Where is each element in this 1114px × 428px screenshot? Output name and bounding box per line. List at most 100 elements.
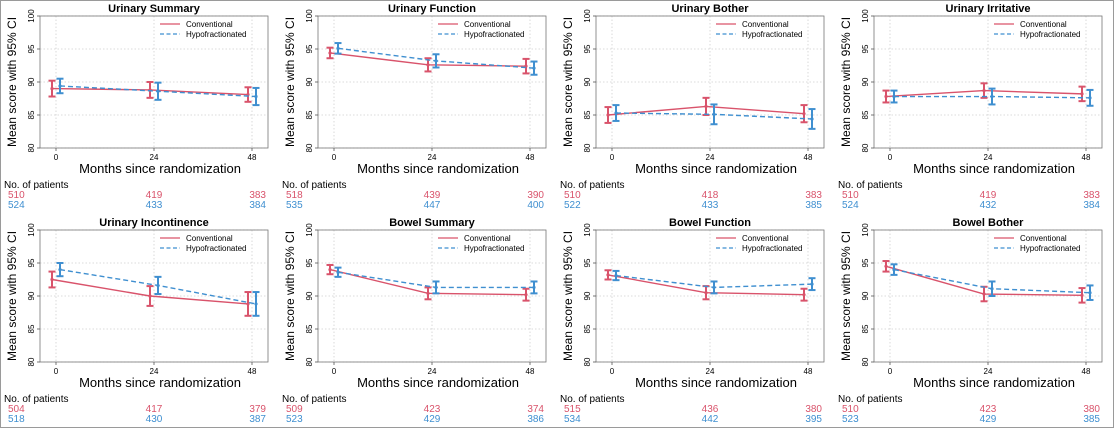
- chart-panel-6: Bowel Summary 80 85 90 95 100 0 24 48 Mean score …: [278, 214, 556, 428]
- legend-label: Conventional: [742, 20, 789, 29]
- data-point: [712, 285, 716, 290]
- patient-count-hypofractionated: 524: [8, 200, 25, 211]
- data-point: [254, 302, 258, 306]
- y-tick-label: 90: [861, 291, 870, 300]
- data-point: [524, 293, 528, 297]
- patient-count-hypofractionated: 524: [842, 200, 859, 211]
- y-tick-label: 95: [27, 44, 36, 53]
- y-tick-label: 100: [861, 223, 870, 237]
- patient-count-conventional: 419: [146, 190, 163, 201]
- chart-title: Urinary Bother: [671, 3, 749, 15]
- data-point: [254, 94, 258, 99]
- data-point: [246, 302, 250, 306]
- patient-count-hypofractionated: 523: [842, 414, 859, 425]
- chart-svg: Urinary Incontinence 80 85 90 95 100 0 24 48 Mean…: [4, 217, 269, 425]
- data-point: [892, 94, 896, 99]
- data-point: [58, 268, 62, 272]
- x-tick-label: 48: [1082, 153, 1091, 162]
- y-tick-label: 95: [305, 44, 314, 53]
- chart-title: Urinary Function: [388, 3, 476, 15]
- chart-svg: Urinary Irritative 80 85 90 95 100 0 24 48 Mean s…: [838, 3, 1103, 211]
- y-tick-label: 80: [861, 143, 870, 152]
- x-axis-label: Months since randomization: [357, 375, 519, 390]
- y-axis-label: Mean score with 95% CI: [839, 231, 853, 361]
- x-tick-label: 48: [1082, 367, 1091, 376]
- y-tick-label: 90: [861, 77, 870, 86]
- patient-count-hypofractionated: 395: [805, 414, 822, 425]
- data-point: [990, 94, 994, 99]
- patient-count-conventional: 374: [527, 404, 544, 415]
- patient-count-conventional: 418: [702, 190, 719, 201]
- legend-label: Hypofractionated: [464, 244, 524, 253]
- patient-count-conventional: 504: [8, 404, 25, 415]
- y-axis-label: Mean score with 95% CI: [283, 231, 297, 361]
- data-point: [1080, 293, 1084, 297]
- y-axis-label: Mean score with 95% CI: [839, 17, 853, 147]
- y-tick-label: 85: [583, 324, 592, 333]
- y-tick-label: 95: [861, 258, 870, 267]
- y-axis-label: Mean score with 95% CI: [561, 17, 575, 147]
- patient-count-conventional: 383: [1083, 190, 1100, 201]
- patient-count-conventional: 518: [286, 190, 303, 201]
- y-tick-label: 90: [305, 291, 314, 300]
- data-point: [802, 293, 806, 297]
- y-tick-label: 100: [27, 9, 36, 23]
- patient-count-hypofractionated: 387: [249, 414, 266, 425]
- data-point: [426, 63, 430, 67]
- patients-label: No. of patients: [282, 394, 346, 405]
- patient-count-conventional: 510: [842, 404, 859, 415]
- data-point: [156, 283, 160, 288]
- patient-count-conventional: 379: [249, 404, 266, 415]
- data-point: [606, 113, 610, 117]
- chart-svg: Bowel Bother 80 85 90 95 100 0 24 48 Mean score w…: [838, 217, 1103, 425]
- legend-label: Hypofractionated: [1020, 30, 1080, 39]
- x-tick-label: 0: [888, 367, 893, 376]
- data-point: [982, 292, 986, 296]
- y-tick-label: 80: [305, 357, 314, 366]
- data-point: [892, 268, 896, 272]
- data-point: [434, 59, 438, 63]
- chart-panel-8: Bowel Bother 80 85 90 95 100 0 24 48 Mean score w…: [834, 214, 1112, 428]
- x-axis-label: Months since randomization: [913, 161, 1075, 176]
- chart-title: Bowel Bother: [953, 217, 1025, 229]
- x-axis-label: Months since randomization: [635, 161, 797, 176]
- patients-label: No. of patients: [4, 180, 68, 191]
- patient-count-hypofractionated: 400: [527, 200, 544, 211]
- patient-count-conventional: 515: [564, 404, 581, 415]
- patient-count-conventional: 383: [805, 190, 822, 201]
- legend-label: Hypofractionated: [186, 244, 246, 253]
- x-tick-label: 0: [54, 367, 59, 376]
- y-tick-label: 90: [305, 77, 314, 86]
- data-point: [50, 277, 54, 282]
- data-point: [336, 46, 340, 50]
- y-tick-label: 100: [305, 9, 314, 23]
- data-point: [990, 287, 994, 291]
- x-tick-label: 48: [804, 153, 813, 162]
- data-point: [532, 66, 536, 70]
- y-tick-label: 80: [583, 143, 592, 152]
- legend-label: Conventional: [186, 20, 233, 29]
- data-point: [614, 111, 618, 115]
- patient-count-hypofractionated: 429: [424, 414, 441, 425]
- legend-label: Hypofractionated: [464, 30, 524, 39]
- x-tick-label: 48: [526, 153, 535, 162]
- patient-count-conventional: 509: [286, 404, 303, 415]
- legend-label: Conventional: [1020, 20, 1067, 29]
- data-point: [884, 264, 888, 268]
- legend-label: Hypofractionated: [1020, 244, 1080, 253]
- y-tick-label: 90: [27, 291, 36, 300]
- y-tick-label: 95: [583, 44, 592, 53]
- legend-label: Hypofractionated: [186, 30, 246, 39]
- chart-svg: Bowel Function 80 85 90 95 100 0 24 48 Mean score…: [560, 217, 825, 425]
- x-tick-label: 0: [610, 367, 615, 376]
- x-tick-label: 24: [706, 153, 715, 162]
- x-tick-label: 48: [248, 153, 257, 162]
- legend-label: Conventional: [186, 234, 233, 243]
- chart-panel-1: Urinary Summary 80 85 90 95 100 0 24 48 Mean scor…: [0, 0, 278, 214]
- y-axis-label: Mean score with 95% CI: [5, 17, 19, 147]
- data-point: [614, 273, 618, 278]
- y-tick-label: 100: [583, 223, 592, 237]
- patient-count-hypofractionated: 534: [564, 414, 581, 425]
- data-point: [982, 88, 986, 93]
- chart-panel-4: Urinary Irritative 80 85 90 95 100 0 24 48 Mean s…: [834, 0, 1112, 214]
